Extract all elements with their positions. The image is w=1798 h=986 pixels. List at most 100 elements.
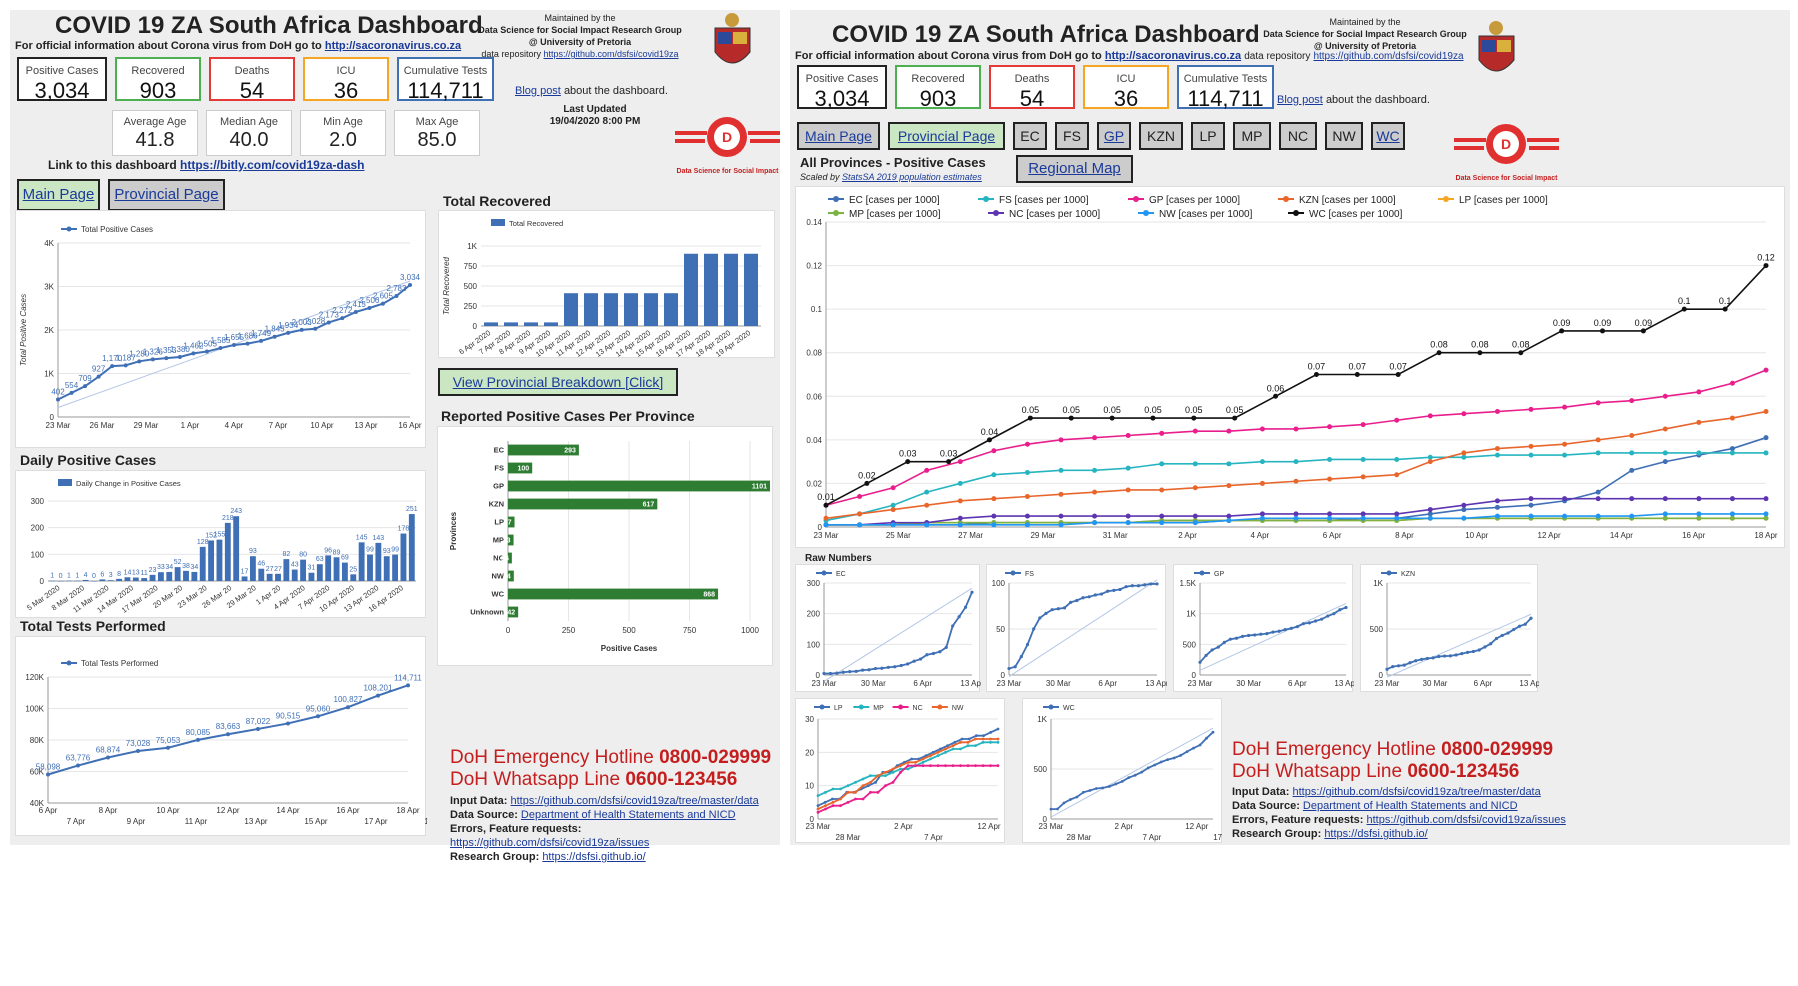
- right-blog-link[interactable]: Blog post: [1277, 94, 1323, 106]
- data-point: [1125, 433, 1131, 438]
- nav-button-mp[interactable]: MP: [1233, 122, 1271, 150]
- footer-value[interactable]: https://dsfsi.github.io/: [542, 851, 646, 863]
- regional-map-button[interactable]: Regional Map: [1016, 155, 1133, 183]
- data-point: [1172, 756, 1176, 760]
- y-tick-label: 300: [31, 497, 45, 506]
- y-tick-label: 0.06: [806, 392, 822, 401]
- data-point: [906, 764, 910, 768]
- provincial-page-button[interactable]: Provincial Page: [108, 179, 225, 211]
- footer-value[interactable]: https://github.com/dsfsi/covid19za/issue…: [450, 837, 650, 849]
- kpi-label: Deaths: [234, 65, 270, 77]
- data-point: [1517, 624, 1522, 628]
- right-repo-link[interactable]: https://github.com/dsfsi/covid19za: [1313, 51, 1464, 62]
- data-point: [1360, 474, 1366, 480]
- footer-value[interactable]: https://github.com/dsfsi/covid19za/tree/…: [510, 795, 759, 807]
- left-blog-link[interactable]: Blog post: [515, 85, 561, 97]
- kpi-label: Cumulative Tests: [403, 65, 488, 77]
- data-point: [1332, 612, 1336, 616]
- bar-label: 143: [373, 535, 385, 542]
- nav-button-nw[interactable]: NW: [1325, 122, 1363, 150]
- data-label: 95,060: [306, 704, 331, 713]
- data-label: 2,506: [359, 296, 380, 305]
- footer-value[interactable]: https://dsfsi.github.io/: [1324, 828, 1428, 840]
- trend-line: [1199, 603, 1347, 671]
- nav-button-wc[interactable]: WC: [1371, 122, 1405, 150]
- nav-button-gp[interactable]: GP: [1097, 122, 1131, 150]
- data-point: [1461, 515, 1467, 521]
- data-label: 2,003: [292, 318, 313, 327]
- data-point: [1562, 441, 1568, 447]
- legend-marker: [937, 704, 943, 710]
- footer-value[interactable]: Department of Health Statements and NICD: [520, 809, 736, 821]
- y-tick-label: 4K: [44, 239, 54, 248]
- legend-label: FS [cases per 1000]: [999, 195, 1089, 206]
- x-tick-label: 17 Apr: [1213, 833, 1223, 842]
- data-point: [944, 750, 947, 754]
- scaled-by-link[interactable]: StatsSA 2019 population estimates: [842, 172, 982, 182]
- kpi-label: Deaths: [1014, 73, 1050, 85]
- data-point: [1394, 472, 1400, 478]
- data-label: 1,749: [251, 329, 272, 338]
- view-provincial-breakdown-button[interactable]: View Provincial Breakdown [Click]: [438, 368, 678, 396]
- data-label: 0.05: [1062, 405, 1080, 415]
- kpi-value: 903: [919, 86, 957, 111]
- raw-wc-chart: 0 500 1K 23 Mar 2 Apr 12 Apr 28 Mar 7 Apr 17 Apr…: [1022, 698, 1237, 843]
- data-point: [1427, 515, 1433, 521]
- bar-label: 34: [190, 564, 198, 571]
- data-label: 1,505: [197, 340, 218, 349]
- y-tick-label: 300: [807, 579, 821, 588]
- footer-value[interactable]: https://github.com/dsfsi/covid19za/tree/…: [1292, 786, 1541, 798]
- data-point: [996, 764, 1000, 768]
- y-tick-label: 0: [40, 577, 45, 586]
- scaled-by-line: Scaled by StatsSA 2019 population estima…: [800, 172, 982, 182]
- kpi-card: Positive Cases 3,034: [17, 57, 107, 103]
- data-point: [891, 780, 895, 784]
- footer-value[interactable]: https://github.com/dsfsi/covid19za/issue…: [1366, 814, 1566, 826]
- data-point: [1092, 467, 1098, 473]
- data-label: 87,022: [246, 717, 271, 726]
- data-point: [340, 316, 345, 321]
- data-point: [1729, 450, 1735, 456]
- right-official-info: For official information about Corona vi…: [795, 50, 1464, 62]
- data-point: [823, 515, 829, 521]
- data-label: 63,776: [66, 754, 91, 763]
- left-dashboard-link[interactable]: https://bitly.com/covid19za-dash: [180, 158, 365, 172]
- data-point: [1528, 513, 1534, 519]
- nav-button-nc[interactable]: NC: [1279, 122, 1317, 150]
- right-hotline-label: DoH Emergency Hotline: [1232, 739, 1436, 760]
- nav-button-ec[interactable]: EC: [1013, 122, 1047, 150]
- nav-button-lp[interactable]: LP: [1191, 122, 1225, 150]
- footer-value[interactable]: Department of Health Statements and NICD: [1302, 800, 1518, 812]
- left-repo-link[interactable]: https://github.com/dsfsi/covid19za: [543, 49, 679, 59]
- nav-button-kzn[interactable]: KZN: [1139, 122, 1183, 150]
- bar: [333, 557, 340, 581]
- right-dashboard-title: COVID 19 ZA South Africa Dashboard: [832, 21, 1260, 48]
- category-label: GP: [493, 482, 504, 491]
- left-whatsapp-line: DoH Whatsapp Line 0600-123456: [450, 768, 737, 792]
- bar: [508, 588, 719, 600]
- x-tick-label: 10 Apr: [156, 806, 179, 815]
- data-point: [846, 790, 850, 794]
- data-point: [166, 745, 170, 750]
- legend-label: WC [cases per 1000]: [1309, 209, 1403, 220]
- bar-label: 34: [165, 564, 173, 571]
- main-page-button[interactable]: Main Page: [17, 179, 100, 211]
- footer-row: Research Group: https://dsfsi.github.io/: [1232, 827, 1566, 841]
- bar-label: 152: [205, 532, 217, 539]
- nav-button-fs[interactable]: FS: [1055, 122, 1089, 150]
- data-point: [1729, 511, 1735, 517]
- nav-button-provincial-page[interactable]: Provincial Page: [888, 122, 1005, 150]
- data-point: [1179, 754, 1182, 757]
- bar: [367, 554, 373, 581]
- data-point: [1273, 393, 1279, 399]
- data-point: [1293, 478, 1299, 484]
- y-tick-label: 0: [818, 523, 823, 532]
- data-point: [1069, 600, 1073, 604]
- left-official-link[interactable]: http://sacoronavirus.co.za: [324, 40, 462, 52]
- nav-button-main-page[interactable]: Main Page: [797, 122, 880, 150]
- right-official-link[interactable]: http://sacoronavirus.co.za: [1104, 50, 1242, 62]
- bar-label: 868: [703, 592, 715, 599]
- right-hotline-number: 0800-029999: [1441, 739, 1554, 760]
- data-point: [1729, 380, 1735, 386]
- bar: [744, 253, 758, 326]
